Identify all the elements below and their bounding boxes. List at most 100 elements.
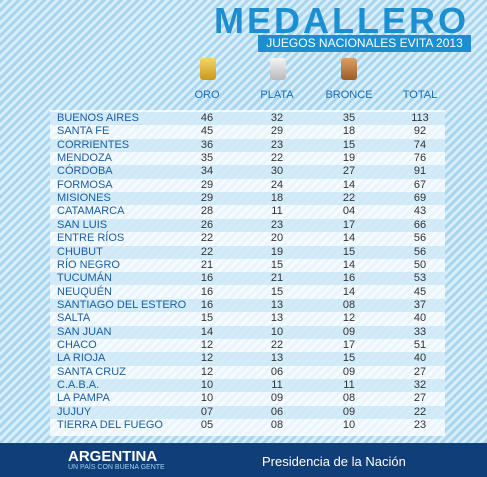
medal-count: 29 bbox=[200, 178, 214, 191]
medal-count: 17 bbox=[342, 218, 356, 231]
medal-count: 13 bbox=[270, 352, 284, 365]
medal-count: 06 bbox=[270, 405, 284, 418]
state-name: SAN JUAN bbox=[57, 325, 112, 338]
state-name: SANTA FE bbox=[57, 125, 110, 138]
medal-count: 09 bbox=[270, 392, 284, 405]
table-row: LA PAMPA 10 09 08 27 bbox=[50, 392, 445, 405]
medal-count: 40 bbox=[413, 352, 427, 365]
brand: ARGENTINA bbox=[68, 448, 158, 465]
medal-count: 20 bbox=[270, 232, 284, 245]
table-row: TUCUMÁN 16 21 16 53 bbox=[50, 272, 445, 286]
medal-count: 10 bbox=[200, 379, 214, 391]
table-row: FORMOSA 29 24 14 67 bbox=[50, 179, 445, 192]
state-name: SALTA bbox=[57, 312, 91, 325]
table-row: TIERRA DEL FUEGO 05 08 10 23 bbox=[50, 419, 445, 432]
table-row: CATAMARCA 28 11 04 43 bbox=[50, 205, 445, 218]
gold-medal bbox=[200, 58, 216, 80]
medal-count: 15 bbox=[270, 285, 284, 298]
medal-count: 28 bbox=[200, 205, 214, 218]
medal-count: 113 bbox=[411, 112, 429, 124]
table-row: JUJUY 07 06 09 22 bbox=[50, 405, 445, 419]
table-row: ENTRE RÍOS 22 20 14 56 bbox=[50, 232, 445, 245]
bronze-medal bbox=[341, 58, 357, 80]
footer bbox=[0, 443, 487, 477]
medal-count: 27 bbox=[413, 392, 427, 405]
table-row: NEUQUÉN 16 15 14 45 bbox=[50, 286, 445, 299]
medal-count: 43 bbox=[413, 205, 427, 218]
state-name: LA RIOJA bbox=[57, 352, 106, 365]
tagline: UN PAÍS CON BUENA GENTE bbox=[68, 464, 165, 471]
medal-count: 11 bbox=[271, 379, 283, 391]
medal-count: 14 bbox=[342, 285, 356, 298]
medal-count: 12 bbox=[200, 365, 214, 378]
medal-count: 50 bbox=[413, 258, 427, 271]
medal-count: 32 bbox=[270, 112, 284, 124]
medal-count: 16 bbox=[342, 272, 356, 285]
state-name: JUJUY bbox=[57, 405, 92, 418]
medal-count: 40 bbox=[413, 312, 427, 325]
medal-count: 29 bbox=[270, 125, 284, 138]
state-name: CHUBUT bbox=[57, 245, 103, 258]
medal-count: 35 bbox=[342, 112, 356, 124]
medal-count: 15 bbox=[200, 312, 214, 325]
medal-count: 09 bbox=[342, 365, 356, 378]
medal-count: 45 bbox=[200, 125, 214, 138]
medal-count: 74 bbox=[413, 138, 427, 151]
medal-count: 18 bbox=[270, 192, 284, 205]
medal-count: 23 bbox=[270, 138, 284, 151]
medal-count: 69 bbox=[413, 192, 427, 205]
medal-count: 11 bbox=[271, 205, 283, 218]
medal-count: 06 bbox=[270, 365, 284, 378]
column-header: TOTAL bbox=[402, 89, 438, 101]
table-row: SAN LUIS 26 23 17 66 bbox=[50, 218, 445, 233]
state-name: CÓRDOBA bbox=[57, 165, 113, 178]
table-row: C.A.B.A. 10 11 11 32 bbox=[50, 379, 445, 393]
medal-count: 14 bbox=[342, 178, 356, 191]
table-row: CHUBUT 22 19 15 56 bbox=[50, 245, 445, 259]
medal-count: 56 bbox=[413, 232, 427, 245]
medal-count: 15 bbox=[342, 245, 356, 258]
state-name: CATAMARCA bbox=[57, 205, 125, 218]
medal-count: 26 bbox=[200, 218, 214, 231]
medal-count: 92 bbox=[413, 125, 427, 138]
medal-count: 15 bbox=[342, 138, 356, 151]
medal-count: 21 bbox=[200, 258, 214, 271]
medal-count: 17 bbox=[342, 338, 356, 351]
medal-count: 24 bbox=[270, 178, 284, 191]
medal-count: 46 bbox=[200, 112, 214, 124]
medal-count: 36 bbox=[200, 138, 214, 151]
medal-count: 91 bbox=[413, 165, 427, 178]
medal-count: 12 bbox=[200, 338, 214, 351]
medal-count: 34 bbox=[200, 165, 214, 178]
state-name: C.A.B.A. bbox=[57, 379, 100, 391]
medal-count: 29 bbox=[200, 192, 214, 205]
state-name: TIERRA DEL FUEGO bbox=[57, 419, 163, 432]
medal-count: 14 bbox=[200, 325, 214, 338]
table-row: CHACO 12 22 17 51 bbox=[50, 339, 445, 352]
medal-count: 23 bbox=[413, 419, 427, 432]
medal-count: 16 bbox=[200, 298, 214, 311]
medal-count: 19 bbox=[342, 152, 356, 165]
column-header: BRONCE bbox=[325, 89, 373, 101]
medal-count: 14 bbox=[342, 258, 356, 271]
table-row: SALTA 15 13 12 40 bbox=[50, 312, 445, 325]
medal-count: 19 bbox=[270, 245, 284, 258]
medal-count: 14 bbox=[342, 232, 356, 245]
medal-count: 66 bbox=[413, 218, 427, 231]
medal-count: 30 bbox=[270, 165, 284, 178]
medal-count: 10 bbox=[342, 419, 356, 432]
state-name: SAN LUIS bbox=[57, 218, 108, 231]
medal-count: 45 bbox=[413, 285, 427, 298]
medal-count: 33 bbox=[413, 325, 427, 338]
medal-count: 12 bbox=[342, 312, 356, 325]
medal-count: 09 bbox=[342, 325, 356, 338]
medal-count: 76 bbox=[413, 152, 427, 165]
state-name: SANTA CRUZ bbox=[57, 365, 126, 378]
medal-count: 32 bbox=[413, 379, 427, 391]
table-row: SANTA CRUZ 12 06 09 27 bbox=[50, 366, 445, 379]
state-name: ENTRE RÍOS bbox=[57, 232, 125, 245]
table-row: RÍO NEGRO 21 15 14 50 bbox=[50, 259, 445, 272]
medal-count: 09 bbox=[342, 405, 356, 418]
medal-count: 23 bbox=[270, 218, 284, 231]
